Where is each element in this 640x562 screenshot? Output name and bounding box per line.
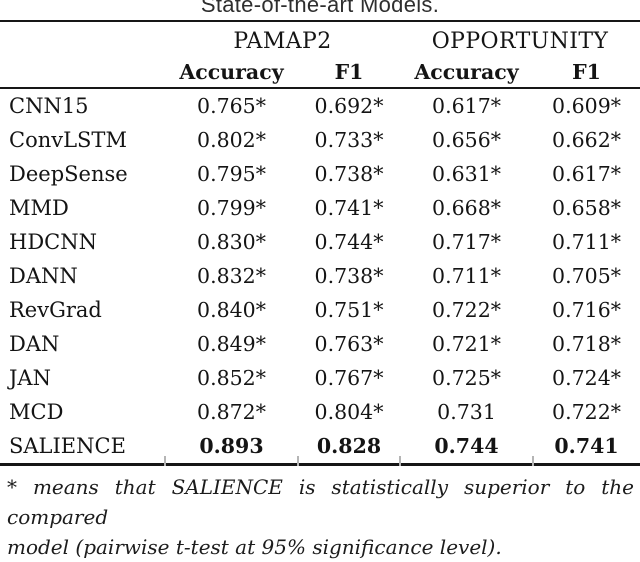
table-row-convlstm: ConvLSTM 0.802* 0.733* 0.656* 0.662* xyxy=(0,123,640,157)
table-row-mmd: MMD 0.799* 0.741* 0.668* 0.658* xyxy=(0,191,640,225)
table-caption: State-of-the-art Models. xyxy=(200,0,440,17)
metric-cell: 0.722* xyxy=(432,298,501,322)
model-column-subheader xyxy=(0,60,165,88)
table-footnote: * means that SALIENCE is statistically s… xyxy=(0,472,640,562)
metric-cell: 0.631* xyxy=(432,162,501,186)
metric-cell: 0.751* xyxy=(314,298,384,322)
table-row-mcd: MCD 0.872* 0.804* 0.731 0.722* xyxy=(0,395,640,429)
subheader-opportunity-accuracy: Accuracy xyxy=(414,60,519,84)
results-table-wrap: PAMAP2 OPPORTUNITY Accuracy F1 Accuracy … xyxy=(0,20,640,466)
metric-cell: 0.802* xyxy=(197,128,266,152)
metric-cell: 0.716* xyxy=(552,298,621,322)
column-divider-tick xyxy=(164,456,166,466)
metric-cell: 0.744 xyxy=(434,434,499,458)
metric-cell: 0.744* xyxy=(314,230,384,254)
metric-cell: 0.804* xyxy=(314,400,384,424)
metric-cell: 0.721* xyxy=(432,332,501,356)
table-row-dan: DAN 0.849* 0.763* 0.721* 0.718* xyxy=(0,327,640,361)
metric-cell: 0.738* xyxy=(314,264,384,288)
metric-cell: 0.763* xyxy=(314,332,384,356)
subheader-pamap2-accuracy: Accuracy xyxy=(179,60,284,84)
metric-header-row: Accuracy F1 Accuracy F1 xyxy=(0,60,640,88)
group-header-pamap2: PAMAP2 xyxy=(233,28,332,54)
table-row-cnn15: CNN15 0.765* 0.692* 0.617* 0.609* xyxy=(0,88,640,123)
footnote-line-2: model (pairwise t-test at 95% significan… xyxy=(7,535,502,559)
metric-cell: 0.668* xyxy=(432,196,501,220)
metric-cell: 0.893 xyxy=(199,434,264,458)
table-caption-clip: State-of-the-art Models. xyxy=(0,0,640,17)
model-name: MCD xyxy=(9,400,64,424)
model-name: HDCNN xyxy=(9,230,97,254)
subheader-opportunity-f1: F1 xyxy=(572,60,601,84)
metric-cell: 0.765* xyxy=(197,94,266,118)
metric-cell: 0.795* xyxy=(197,162,266,186)
metric-cell: 0.741* xyxy=(314,196,384,220)
table-header: PAMAP2 OPPORTUNITY Accuracy F1 Accuracy … xyxy=(0,21,640,88)
metric-cell: 0.617* xyxy=(552,162,621,186)
table-row-hdcnn: HDCNN 0.830* 0.744* 0.717* 0.711* xyxy=(0,225,640,259)
metric-cell: 0.830* xyxy=(197,230,266,254)
model-name: MMD xyxy=(9,196,69,220)
metric-cell: 0.731 xyxy=(437,400,496,424)
metric-cell: 0.656* xyxy=(432,128,501,152)
metric-cell: 0.705* xyxy=(552,264,621,288)
model-name: ConvLSTM xyxy=(9,128,127,152)
table-row-deepsense: DeepSense 0.795* 0.738* 0.631* 0.617* xyxy=(0,157,640,191)
model-column-header xyxy=(0,21,165,60)
table-row-jan: JAN 0.852* 0.767* 0.725* 0.724* xyxy=(0,361,640,395)
metric-cell: 0.617* xyxy=(432,94,501,118)
metric-cell: 0.658* xyxy=(552,196,621,220)
subheader-pamap2-f1: F1 xyxy=(334,60,364,84)
metric-cell: 0.849* xyxy=(197,332,266,356)
metric-cell: 0.692* xyxy=(314,94,384,118)
table-row-salience: SALIENCE 0.893 0.828 0.744 0.741 xyxy=(0,429,640,465)
table-body: CNN15 0.765* 0.692* 0.617* 0.609* ConvLS… xyxy=(0,88,640,465)
metric-cell: 0.799* xyxy=(197,196,266,220)
column-divider-tick xyxy=(532,456,534,466)
footnote-line-1: * means that SALIENCE is statistically s… xyxy=(7,475,634,529)
group-header-opportunity: OPPORTUNITY xyxy=(431,28,609,54)
metric-cell: 0.724* xyxy=(552,366,621,390)
column-divider-tick xyxy=(297,456,299,466)
dataset-group-row: PAMAP2 OPPORTUNITY xyxy=(0,21,640,60)
metric-cell: 0.717* xyxy=(432,230,501,254)
metric-cell: 0.718* xyxy=(552,332,621,356)
metric-cell: 0.725* xyxy=(432,366,501,390)
metric-cell: 0.733* xyxy=(314,128,384,152)
metric-cell: 0.609* xyxy=(552,94,621,118)
metric-cell: 0.711* xyxy=(552,230,621,254)
model-name: SALIENCE xyxy=(9,434,126,458)
metric-cell: 0.872* xyxy=(197,400,266,424)
results-table: PAMAP2 OPPORTUNITY Accuracy F1 Accuracy … xyxy=(0,20,640,466)
metric-cell: 0.832* xyxy=(197,264,266,288)
model-name: DeepSense xyxy=(9,162,128,186)
metric-cell: 0.767* xyxy=(314,366,384,390)
model-name: CNN15 xyxy=(9,94,89,118)
model-name: DANN xyxy=(9,264,78,288)
metric-cell: 0.741 xyxy=(554,434,619,458)
model-name: RevGrad xyxy=(9,298,102,322)
table-row-dann: DANN 0.832* 0.738* 0.711* 0.705* xyxy=(0,259,640,293)
model-name: JAN xyxy=(9,366,51,390)
model-name: DAN xyxy=(9,332,60,356)
metric-cell: 0.662* xyxy=(552,128,621,152)
metric-cell: 0.738* xyxy=(314,162,384,186)
column-divider-tick xyxy=(399,456,401,466)
metric-cell: 0.722* xyxy=(552,400,621,424)
metric-cell: 0.711* xyxy=(432,264,501,288)
metric-cell: 0.828 xyxy=(316,434,382,458)
metric-cell: 0.852* xyxy=(197,366,266,390)
metric-cell: 0.840* xyxy=(197,298,266,322)
table-row-revgrad: RevGrad 0.840* 0.751* 0.722* 0.716* xyxy=(0,293,640,327)
